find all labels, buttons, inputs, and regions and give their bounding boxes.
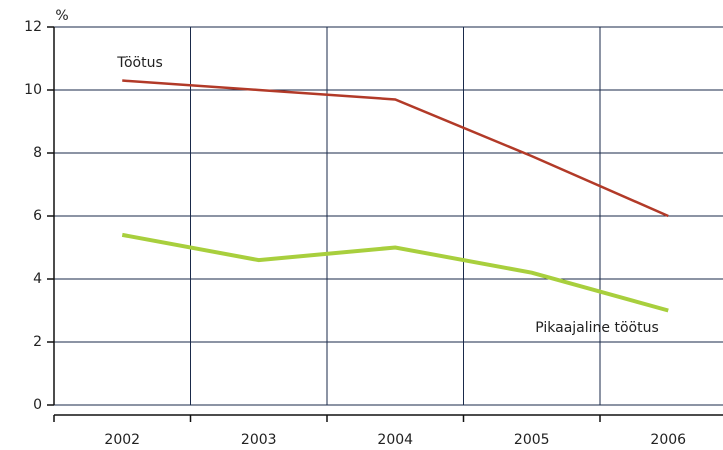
x-tick-label: 2002 bbox=[104, 432, 140, 448]
y-tick-label: 4 bbox=[33, 271, 42, 287]
y-axis-unit: % bbox=[55, 8, 68, 24]
series-label: Pikaajaline töötus bbox=[535, 320, 659, 336]
x-tick-label: 2003 bbox=[241, 432, 277, 448]
series-label: Töötus bbox=[116, 55, 163, 71]
x-tick-label: 2006 bbox=[650, 432, 686, 448]
y-tick-label: 2 bbox=[33, 334, 42, 350]
series-line bbox=[121, 232, 669, 313]
x-tick-label: 2005 bbox=[514, 432, 550, 448]
x-tick-label: 2004 bbox=[377, 432, 413, 448]
y-tick-label: 12 bbox=[24, 19, 42, 35]
series-line bbox=[122, 79, 669, 218]
y-tick-label: 10 bbox=[24, 82, 42, 98]
y-tick-label: 6 bbox=[33, 208, 42, 224]
y-tick-label: 8 bbox=[33, 145, 42, 161]
y-tick-label: 0 bbox=[33, 397, 42, 413]
